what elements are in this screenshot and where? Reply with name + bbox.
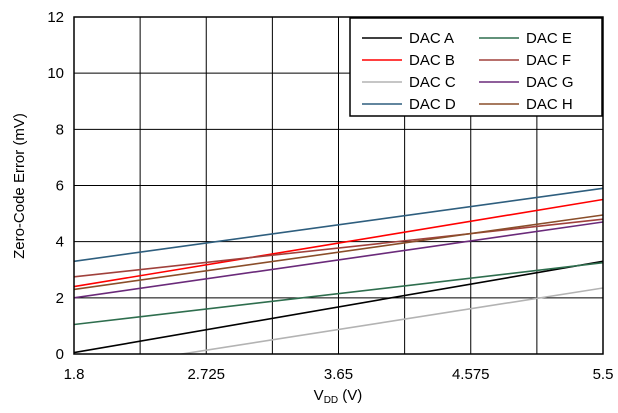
series-line-dac-a	[74, 260, 603, 354]
y-tick-label: 4	[56, 234, 64, 251]
y-axis-label: Zero-Code Error (mV)	[11, 113, 28, 259]
series-line-dac-c	[176, 287, 603, 354]
legend-label-dac-b: DAC B	[409, 52, 455, 69]
series-line-dac-b	[74, 198, 603, 288]
y-tick-label: 6	[56, 178, 64, 195]
y-tick-label: 12	[47, 9, 64, 26]
series-line-dac-d	[74, 187, 603, 263]
series-line-dac-e	[74, 261, 603, 326]
series-line-dac-h	[74, 214, 603, 291]
y-tick-label: 10	[47, 65, 64, 82]
legend-label-dac-e: DAC E	[526, 30, 572, 47]
legend-label-dac-g: DAC G	[526, 74, 574, 91]
tick-labels: 1.8 2.725 3.65 4.575 5.5 0 2 4 6 8 10 12	[47, 9, 613, 383]
legend-label-dac-d: DAC D	[409, 96, 456, 113]
series-group	[74, 187, 603, 354]
x-axis-label: VDD (V)	[314, 387, 363, 406]
x-tick-label: 4.575	[452, 366, 490, 383]
legend: DAC A DAC B DAC C DAC D DAC E DAC F DAC G DAC H	[349, 17, 603, 117]
x-tick-label: 3.65	[324, 366, 353, 383]
series-line-dac-g	[74, 221, 603, 299]
legend-label-dac-f: DAC F	[526, 52, 571, 69]
legend-label-dac-a: DAC A	[409, 30, 454, 47]
legend-box	[349, 17, 603, 117]
legend-label-dac-c: DAC C	[409, 74, 456, 91]
y-tick-label: 2	[56, 290, 64, 307]
y-tick-label: 0	[56, 346, 64, 363]
legend-label-dac-h: DAC H	[526, 96, 573, 113]
plot-frame	[73, 16, 604, 355]
y-tick-label: 8	[56, 121, 64, 138]
x-tick-label: 2.725	[187, 366, 225, 383]
x-tick-label: 1.8	[64, 366, 85, 383]
grid	[74, 17, 603, 354]
x-tick-label: 5.5	[593, 366, 614, 383]
series-line-dac-f	[74, 218, 603, 278]
